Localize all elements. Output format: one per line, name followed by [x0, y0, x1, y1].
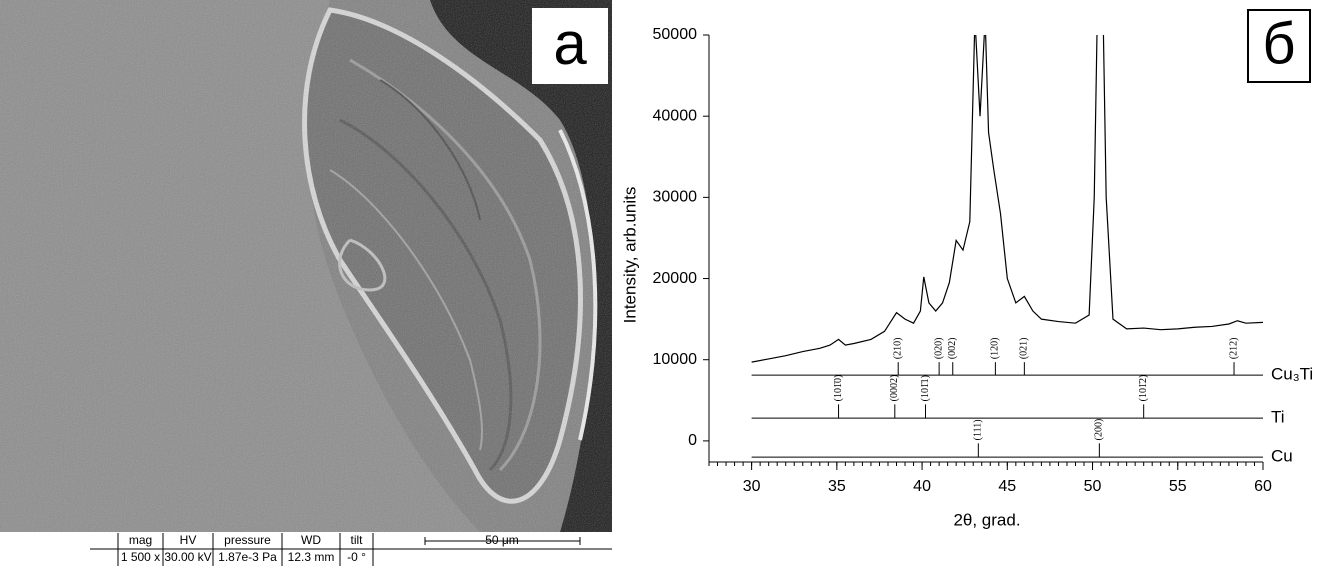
reference-label: (021)	[1019, 337, 1030, 359]
x-tick-label: 30	[743, 478, 761, 495]
info-value: 30.00 kV	[164, 550, 211, 564]
reference-label: (210)	[893, 337, 904, 359]
info-header: WD	[301, 533, 321, 547]
reference-label: (101̄0)	[833, 375, 844, 402]
panel-label: б	[1262, 11, 1295, 76]
y-tick-label: 40000	[653, 107, 698, 124]
y-tick-label: 0	[688, 432, 697, 449]
y-tick-label: 50000	[653, 26, 698, 43]
plot-area	[751, 35, 1264, 363]
reference-label: (002)	[947, 337, 958, 359]
reference-label: (111)	[973, 419, 984, 440]
reference-label: (0002)	[889, 375, 900, 402]
info-header: HV	[180, 533, 197, 547]
reference-label: (101̄1)	[920, 375, 931, 401]
scale-bar-label: 50 μm	[485, 533, 519, 547]
y-tick-label: 30000	[653, 189, 698, 206]
reference-label: (101̄2)	[1138, 375, 1149, 402]
reference-label: (200)	[1094, 419, 1105, 441]
info-value: 1.87e-3 Pa	[218, 550, 277, 564]
info-value: 12.3 mm	[288, 550, 335, 564]
line	[751, 35, 1264, 363]
reference-name: Cu	[1271, 447, 1293, 466]
x-axis-label: 2θ, grad.	[953, 510, 1020, 529]
x-tick-label: 55	[1169, 478, 1187, 495]
reference-name: Cu₃Ti	[1271, 365, 1313, 384]
x-tick-label: 35	[828, 478, 846, 495]
info-header: tilt	[351, 533, 364, 547]
y-tick-label: 10000	[653, 351, 698, 368]
x-tick-label: 50	[1084, 478, 1102, 495]
panel-label-box	[1247, 9, 1311, 83]
sem-image: а	[0, 0, 612, 532]
info-value: 1 500 x	[121, 550, 160, 564]
x-tick-label: 40	[913, 478, 931, 495]
info-header: mag	[129, 533, 152, 547]
reference-label: (212)	[1228, 337, 1239, 359]
reference-label: (020)	[933, 337, 944, 359]
panel-label: а	[553, 10, 587, 77]
x-tick-label: 45	[998, 478, 1016, 495]
info-value: -0 °	[347, 550, 366, 564]
info-header: pressure	[224, 533, 271, 547]
reference-name: Ti	[1271, 408, 1285, 427]
reference-label: (120)	[990, 337, 1001, 359]
x-tick-label: 60	[1254, 478, 1272, 495]
y-tick-label: 20000	[653, 270, 698, 287]
y-axis-label: Intensity, arb.units	[620, 187, 639, 324]
info-bar	[90, 548, 612, 550]
